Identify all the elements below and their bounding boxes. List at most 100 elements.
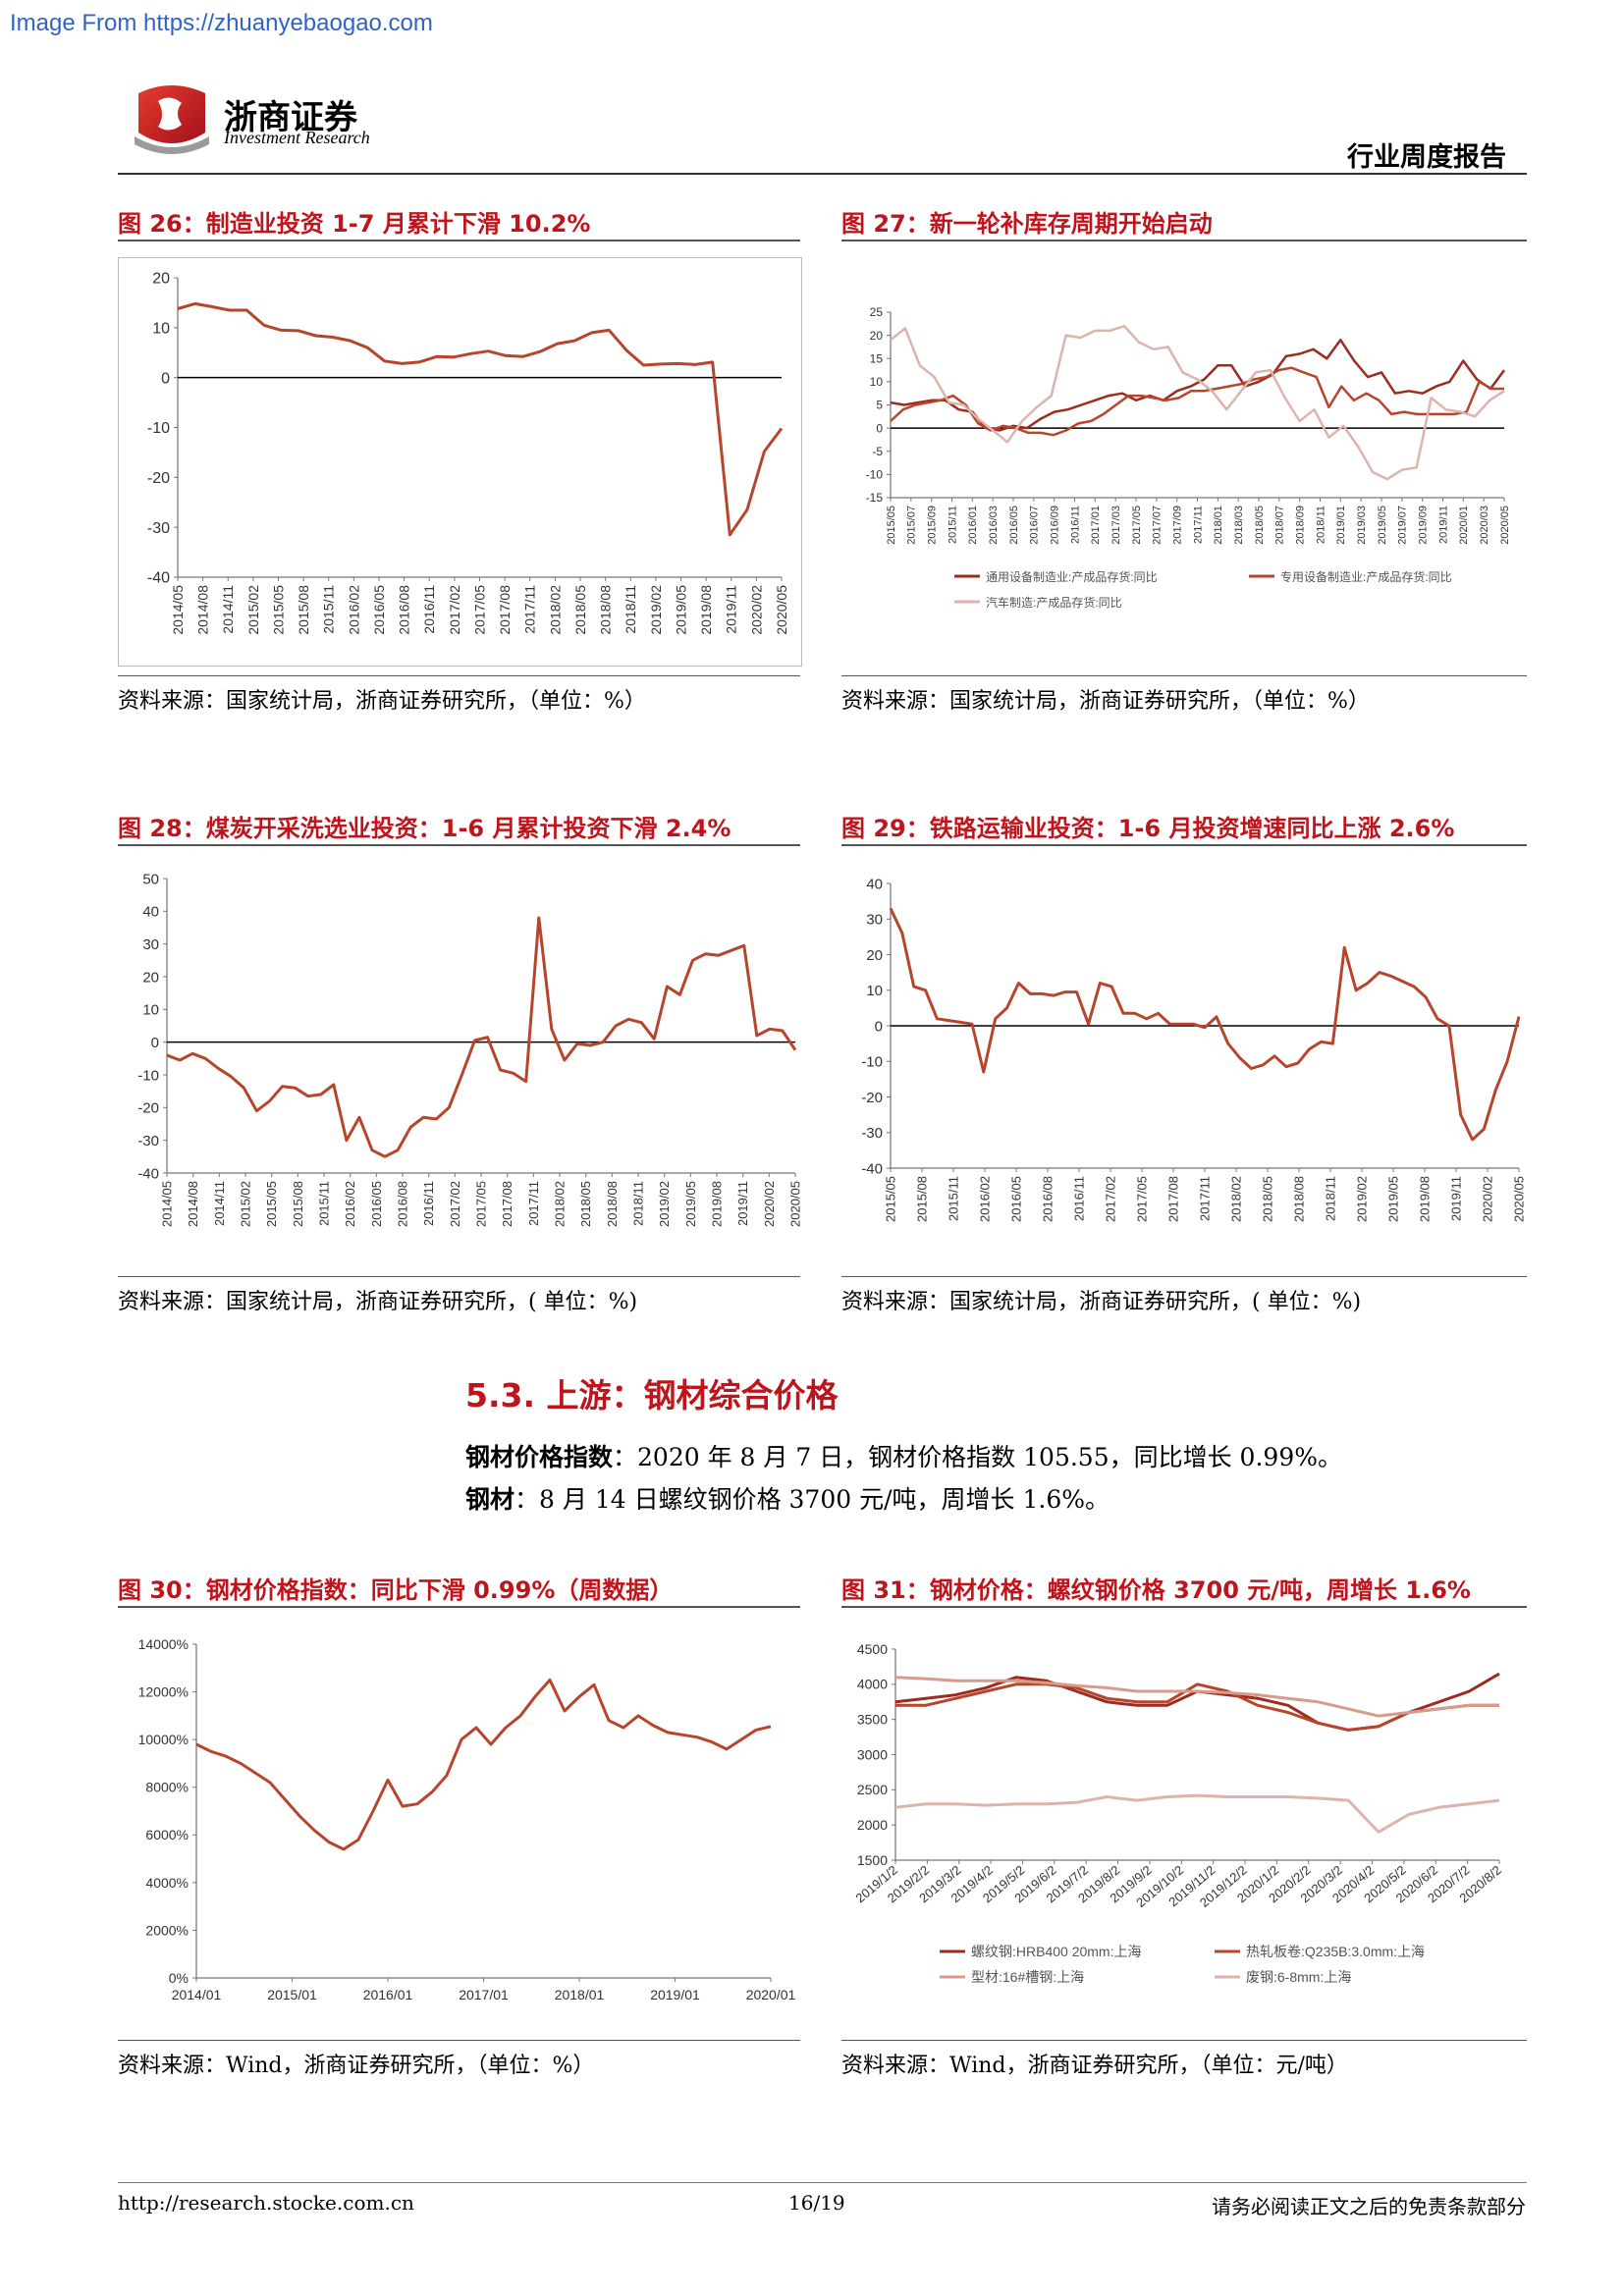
x-tick-label: 2015/05 [886,506,897,545]
fig30-bottom-line [118,2040,800,2041]
x-tick-label: 2017/02 [1104,1176,1118,1222]
y-tick-label: 5 [876,399,883,412]
x-tick-label: 2015/02 [245,585,261,635]
x-tick-label: 2015/11 [947,506,958,544]
fig30-source: 资料来源：Wind，浙商证券研究所，（单位：%） [118,2054,595,2078]
y-tick-label: 14000% [138,1636,189,1652]
y-tick-label: 40 [866,876,883,892]
x-tick-label: 2020/01 [1458,506,1470,545]
y-tick-label: 0 [151,1035,159,1051]
y-tick-label: 20 [152,271,170,288]
x-tick-label: 2015/05 [264,1181,279,1227]
y-tick-label: 8000% [145,1780,189,1795]
y-tick-label: -40 [861,1160,883,1177]
fig26-source: 资料来源：国家统计局，浙商证券研究所，（单位：%） [118,689,646,714]
fig29-title: 图 29：铁路运输业投资：1-6 月投资增速同比上涨 2.6% [841,815,1455,842]
x-tick-label: 2019/08 [698,585,714,635]
y-tick-label: -20 [137,1100,159,1117]
x-tick-label: 2017/05 [474,1181,489,1227]
brand-name-cn: 浙商证券 [224,98,357,137]
x-tick-label: 2016/02 [978,1176,993,1222]
x-tick-label: 2015/11 [321,585,337,634]
x-tick-label: 2015/08 [296,585,311,635]
x-tick-label: 2019/11 [1449,1176,1464,1221]
x-tick-label: 2020/05 [1499,506,1511,545]
x-tick-label: 2019/05 [1377,506,1388,545]
series-line-0 [166,916,797,1158]
header-divider [118,173,1527,175]
x-tick-label: 2016/08 [1041,1176,1056,1222]
x-tick-label: 2017/05 [1131,506,1143,545]
fig26-title-underline [118,240,800,241]
x-tick-label: 2016/05 [1008,506,1020,545]
legend-label: 型材:16#槽钢:上海 [971,1969,1084,1985]
y-tick-label: 40 [142,904,159,921]
fig31-title-underline [841,1606,1527,1608]
y-tick-label: -5 [872,445,883,458]
fig29-source: 资料来源：国家统计局，浙商证券研究所，( 单位：%) [841,1290,1362,1314]
y-tick-label: 3000 [857,1746,888,1762]
x-tick-label: 2018/08 [1292,1176,1307,1222]
footer-disclaimer: 请务必阅读正文之后的免责条款部分 [1212,2195,1526,2218]
fig26-title: 图 26：制造业投资 1-7 月累计下滑 10.2% [118,210,591,238]
series-line-3 [894,1793,1500,1834]
x-tick-label: 2016/02 [343,1181,357,1227]
footer-url[interactable]: http://research.stocke.com.cn [118,2191,414,2215]
paragraph-steel-index-label: 钢材价格指数 [465,1443,614,1471]
paragraph-steel-price: 钢材：8 月 14 日螺纹钢价格 3700 元/吨，周增长 1.6%。 [465,1480,1110,1516]
legend-label: 通用设备制造业:产成品存货:同比 [986,569,1158,584]
y-tick-label: 20 [866,947,883,964]
series-line-2 [894,1676,1499,1718]
brand-name-en: Investment Research [224,128,370,147]
x-tick-label: 2019/08 [1418,1176,1433,1222]
x-tick-label: 2019/02 [657,1181,672,1227]
x-tick-label: 2018/07 [1274,506,1286,545]
y-tick-label: 2000 [857,1817,888,1833]
x-tick-label: 2019/02 [648,585,664,635]
fig27-title-underline [841,240,1527,241]
x-tick-label: 2018/05 [1261,1176,1275,1222]
x-tick-label: 2018/08 [605,1181,620,1227]
x-tick-label: 2019/03 [1356,506,1368,545]
legend-label: 热轧板卷:Q235B:3.0mm:上海 [1246,1944,1425,1959]
x-tick-label: 2017/11 [1192,506,1204,544]
y-tick-label: 6000% [145,1827,189,1842]
x-tick-label: 2019/02 [1355,1176,1370,1222]
x-tick-label: 2017/03 [1110,506,1122,545]
x-tick-label: 2017/01 [1090,506,1102,545]
footer-page-number: 16/19 [788,2191,845,2215]
fig28-chart-frame: 50 40 30 20 10 0 -10 -20 -30 -40 2014/05 2014/08 201… [118,859,802,1271]
x-tick-label: 2019/05 [1386,1176,1401,1222]
x-tick-label: 2018/03 [1233,506,1245,545]
x-tick-label: 2020/02 [1481,1176,1495,1222]
legend-label: 汽车制造:产成品存货:同比 [986,595,1122,610]
fig31-chart-frame: 4500 4000 3500 3000 2500 2000 1500 2019/1/2 2019… [841,1625,1527,2037]
x-tick-label: 2014/05 [160,1181,175,1227]
x-tick-label: 2014/08 [195,585,211,635]
x-tick-label: 2014/05 [170,585,186,635]
x-tick-label: 2016/07 [1029,506,1041,545]
x-tick-label: 2019/11 [735,1181,750,1226]
x-tick-label: 2016/08 [397,585,412,635]
fig29-bottom-line [841,1276,1527,1277]
x-tick-label: 2020/05 [1512,1176,1527,1222]
x-tick-label: 2017/02 [448,1181,462,1227]
x-tick-label: 2017/05 [471,585,487,635]
fig31-source: 资料来源：Wind，浙商证券研究所，（单位：元/吨） [841,2054,1348,2078]
y-tick-label: 0 [161,370,170,387]
y-tick-label: -15 [866,491,884,505]
x-tick-label: 2019/09 [1418,506,1430,545]
x-tick-label: 2014/11 [212,1181,227,1226]
y-tick-label: 10 [866,983,883,999]
x-tick-label: 2014/01 [172,1987,222,2002]
x-tick-label: 2016/05 [369,1181,384,1227]
y-tick-label: -20 [147,470,170,487]
x-tick-label: 2015/07 [906,506,918,545]
series-line-0 [890,339,1506,432]
y-tick-label: -30 [861,1125,883,1142]
y-tick-label: 30 [142,936,159,953]
series-line-2 [890,324,1505,481]
x-tick-label: 2019/11 [1437,506,1449,544]
